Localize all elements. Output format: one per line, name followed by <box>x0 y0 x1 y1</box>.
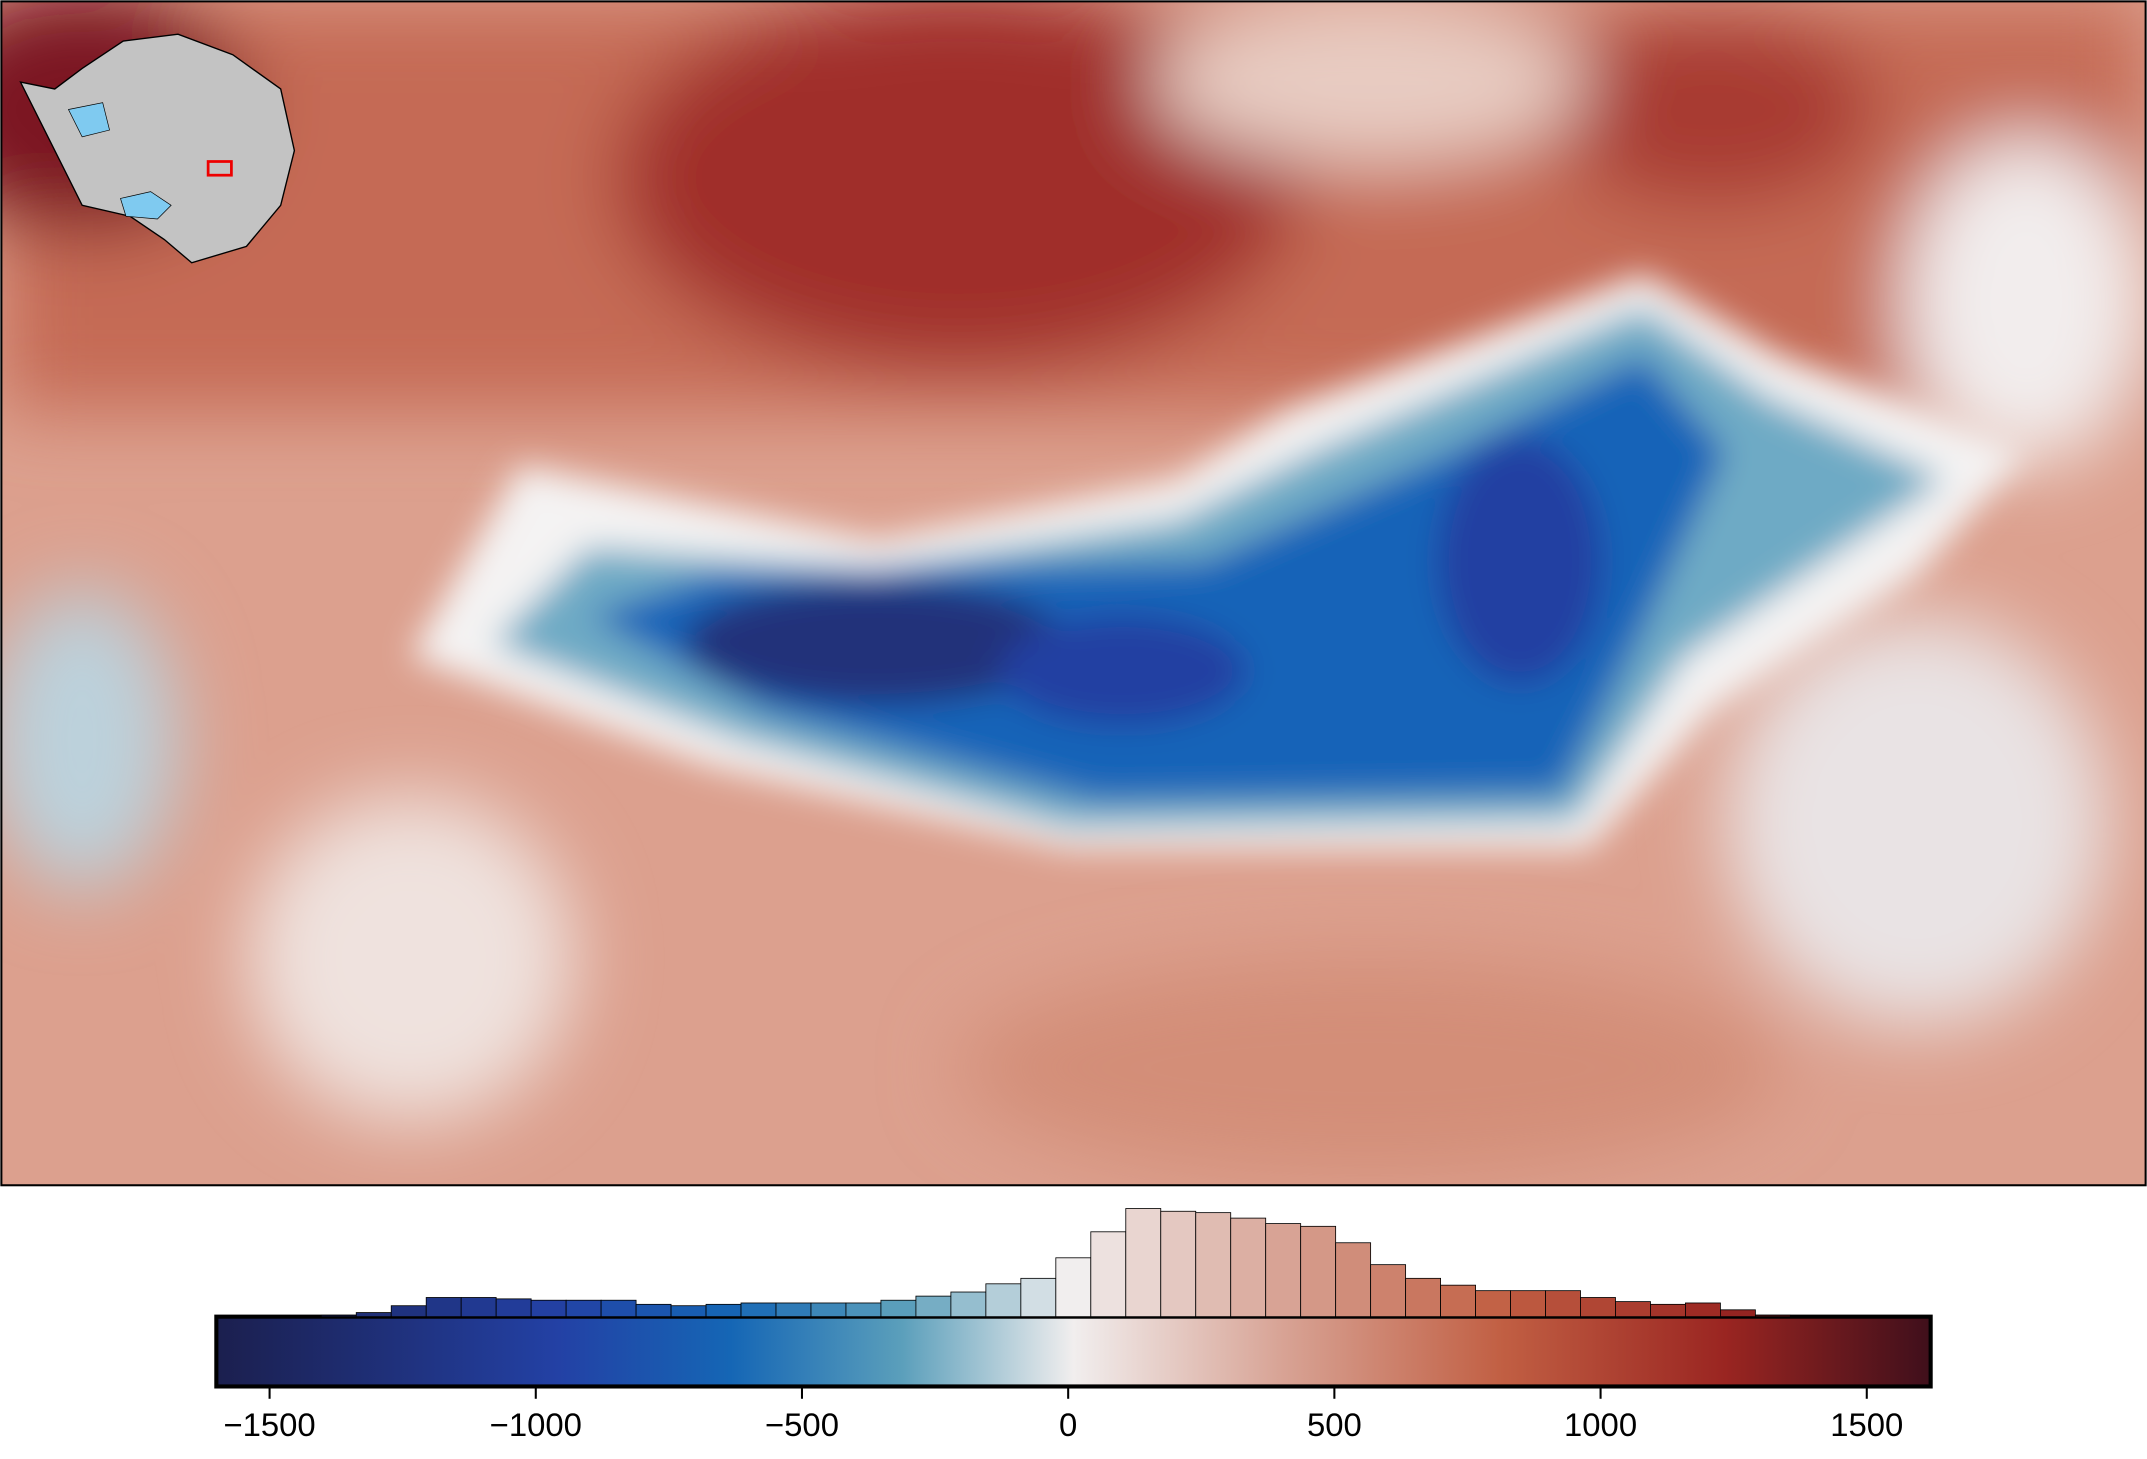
map <box>1 1 2146 1186</box>
histogram-bar <box>1545 1290 1581 1318</box>
histogram-bar <box>1090 1231 1127 1318</box>
histogram-bar <box>530 1299 567 1318</box>
x-tick-label: −1000 <box>490 1406 582 1443</box>
x-tick-label: 1500 <box>1830 1406 1903 1443</box>
x-tick-label: 500 <box>1307 1406 1362 1443</box>
histogram-bar <box>670 1305 707 1318</box>
histogram-bar <box>565 1299 602 1318</box>
histogram-bar <box>1440 1284 1476 1318</box>
histogram-bar <box>1055 1257 1092 1318</box>
histogram-bar <box>810 1302 847 1318</box>
histogram-bar <box>1754 1314 1791 1318</box>
colorbar <box>214 1314 1933 1389</box>
histogram-bar <box>950 1291 987 1318</box>
histogram-bar <box>1580 1297 1616 1318</box>
histogram-bar <box>705 1303 742 1318</box>
histogram-bar <box>1300 1225 1337 1318</box>
histogram-bar <box>425 1297 462 1318</box>
x-tick-label: 1000 <box>1564 1406 1637 1443</box>
inset-map <box>19 33 296 264</box>
histogram-bar <box>1195 1212 1232 1318</box>
x-tick-label: −1500 <box>223 1406 315 1443</box>
histogram-bar <box>880 1299 917 1318</box>
histogram-bar <box>320 1314 357 1318</box>
histogram-bar <box>1125 1208 1162 1318</box>
histogram-bar <box>1615 1301 1651 1318</box>
x-tick-label: −500 <box>765 1406 839 1443</box>
histogram-bar <box>390 1305 427 1318</box>
histogram-bar <box>775 1302 812 1318</box>
histogram-bar <box>1475 1290 1511 1318</box>
histogram-bar <box>1720 1309 1756 1318</box>
histogram-bar <box>600 1299 637 1318</box>
histogram-bar <box>1230 1217 1267 1318</box>
histogram-bar <box>1265 1223 1302 1318</box>
histogram-bar <box>915 1295 952 1318</box>
histogram-bar <box>1650 1303 1686 1318</box>
histogram-bar <box>845 1302 882 1318</box>
x-tick-label: 0 <box>1059 1406 1077 1443</box>
histogram-bar <box>985 1283 1022 1318</box>
histogram-bar <box>1510 1290 1546 1318</box>
map-frame <box>0 0 2147 1187</box>
histogram-bar <box>1160 1210 1197 1318</box>
histogram-bar <box>1020 1277 1057 1318</box>
histogram-bar <box>495 1298 532 1318</box>
histogram-bar <box>1405 1277 1441 1318</box>
histogram-bar <box>1335 1242 1372 1318</box>
histogram-bar <box>355 1312 392 1318</box>
histogram-bar <box>635 1303 672 1318</box>
histogram-bar <box>460 1297 497 1318</box>
histogram-bar <box>740 1302 777 1318</box>
histogram-bar <box>1370 1264 1407 1318</box>
histogram-bar <box>1685 1302 1721 1318</box>
